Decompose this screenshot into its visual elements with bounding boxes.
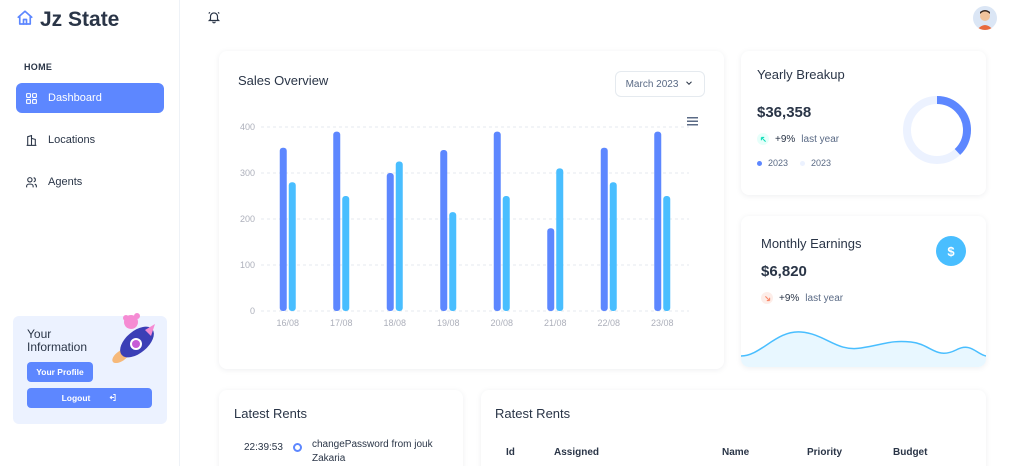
x-tick-label: 23/08 <box>651 318 674 328</box>
chart-bar[interactable] <box>342 196 350 311</box>
trend-up-icon <box>757 133 769 145</box>
sidebar-item-label: Dashboard <box>48 92 102 104</box>
chart-bar[interactable] <box>279 147 287 311</box>
x-tick-label: 18/08 <box>383 318 406 328</box>
x-tick-label: 22/08 <box>597 318 620 328</box>
users-icon <box>24 175 38 189</box>
chart-bar[interactable] <box>663 196 671 311</box>
home-icon <box>16 9 34 32</box>
donut-segment <box>903 96 971 164</box>
legend-label: 2023 <box>811 158 832 168</box>
dashboard-icon <box>24 91 38 105</box>
y-tick-label: 200 <box>240 214 255 224</box>
sidebar-item-locations[interactable]: Locations <box>16 125 164 155</box>
legend-label: 2023 <box>768 158 789 168</box>
latest-rents-card: Latest Rents 22:39:53 changePassword fro… <box>219 390 463 466</box>
sales-overview-card: Sales Overview March 2023 0 100 200 300 400 1… <box>219 51 724 369</box>
rent-text: changePassword from jouk Zakaria <box>312 439 433 464</box>
legend-item: 2023 <box>757 158 788 168</box>
logout-button[interactable]: Logout <box>27 388 152 408</box>
column-header-assigned: Assigned <box>554 447 600 458</box>
ratest-rents-title: Ratest Rents <box>495 406 571 421</box>
chart-bar[interactable] <box>449 212 457 311</box>
chart-bar[interactable] <box>502 196 510 311</box>
yearly-breakup-card: Yearly Breakup $36,358 +9% last year 202… <box>741 51 986 195</box>
x-tick-label: 19/08 <box>437 318 460 328</box>
brand-name: Jz State <box>40 8 120 31</box>
chart-bar[interactable] <box>333 131 341 311</box>
chart-bar[interactable] <box>654 131 662 311</box>
column-header-priority: Priority <box>807 447 843 458</box>
monthly-change-label: last year <box>805 292 844 304</box>
yearly-donut-chart <box>903 96 971 164</box>
sales-overview-title: Sales Overview <box>238 73 329 88</box>
month-select[interactable]: March 2023 <box>615 71 705 97</box>
chevron-down-icon <box>684 78 694 91</box>
chart-bar[interactable] <box>386 173 394 311</box>
x-tick-label: 17/08 <box>330 318 353 328</box>
y-tick-label: 100 <box>240 260 255 270</box>
logout-label: Logout <box>61 393 91 403</box>
info-title: Your Information <box>27 327 88 354</box>
trend-down-icon <box>761 292 773 304</box>
timeline-dot <box>293 443 302 452</box>
month-select-value: March 2023 <box>625 78 679 90</box>
chart-menu-icon[interactable] <box>687 113 698 131</box>
brand-logo[interactable]: Jz State <box>16 8 119 32</box>
yearly-value: $36,358 <box>757 104 812 121</box>
x-tick-label: 20/08 <box>490 318 513 328</box>
monthly-earnings-title: Monthly Earnings <box>761 236 862 251</box>
dollar-icon: $ <box>936 236 966 266</box>
x-tick-label: 21/08 <box>544 318 567 328</box>
info-card: Your Information Your Profile Logout <box>13 313 167 424</box>
yearly-breakup-title: Yearly Breakup <box>757 67 845 82</box>
monthly-change: +9% <box>779 292 800 304</box>
yearly-change: +9% <box>775 133 796 145</box>
building-icon <box>24 133 38 147</box>
chart-bar[interactable] <box>395 161 403 312</box>
logout-icon <box>108 393 117 404</box>
earnings-sparkline <box>741 331 986 367</box>
chart-bar[interactable] <box>440 150 448 311</box>
sidebar-item-label: Locations <box>48 134 96 146</box>
legend-item: 2023 <box>800 158 831 168</box>
bell-icon[interactable] <box>207 10 221 29</box>
monthly-trend: +9% last year <box>761 292 843 304</box>
sidebar-item-label: Agents <box>48 176 83 188</box>
column-header-name: Name <box>722 447 750 458</box>
y-tick-label: 300 <box>240 168 255 178</box>
y-tick-label: 0 <box>250 306 255 316</box>
rocket-illustration <box>99 304 165 370</box>
rent-time: 22:39:53 <box>244 442 283 453</box>
user-avatar[interactable] <box>973 6 997 30</box>
chart-bar[interactable] <box>547 228 555 311</box>
sales-chart: 0 100 200 300 400 16/08 17/08 18/08 19/08 20/08 21… <box>240 122 689 328</box>
yearly-legend: 2023 2023 <box>757 158 831 168</box>
monthly-value: $6,820 <box>761 263 807 280</box>
y-tick-label: 400 <box>240 122 255 132</box>
chart-bar[interactable] <box>600 147 608 311</box>
profile-button[interactable]: Your Profile <box>27 362 93 382</box>
chart-bar[interactable] <box>288 182 296 311</box>
ratest-rents-card: Ratest Rents Id Assigned Name Priority B… <box>481 390 986 466</box>
latest-rents-title: Latest Rents <box>234 406 307 421</box>
chart-bar[interactable] <box>556 168 564 311</box>
nav-heading: HOME <box>24 62 53 72</box>
yearly-change-label: last year <box>801 133 840 145</box>
column-header-budget: Budget <box>893 447 928 458</box>
sidebar: Jz State HOME Dashboard Locations Agents… <box>0 0 180 466</box>
column-header-id: Id <box>506 447 515 458</box>
chart-bar[interactable] <box>493 131 501 311</box>
yearly-trend: +9% last year <box>757 133 839 145</box>
chart-bar[interactable] <box>609 182 617 311</box>
x-tick-label: 16/08 <box>276 318 299 328</box>
monthly-earnings-card: Monthly Earnings $ $6,820 +9% last year <box>741 216 986 367</box>
sidebar-item-dashboard[interactable]: Dashboard <box>16 83 164 113</box>
sidebar-item-agents[interactable]: Agents <box>16 167 164 197</box>
